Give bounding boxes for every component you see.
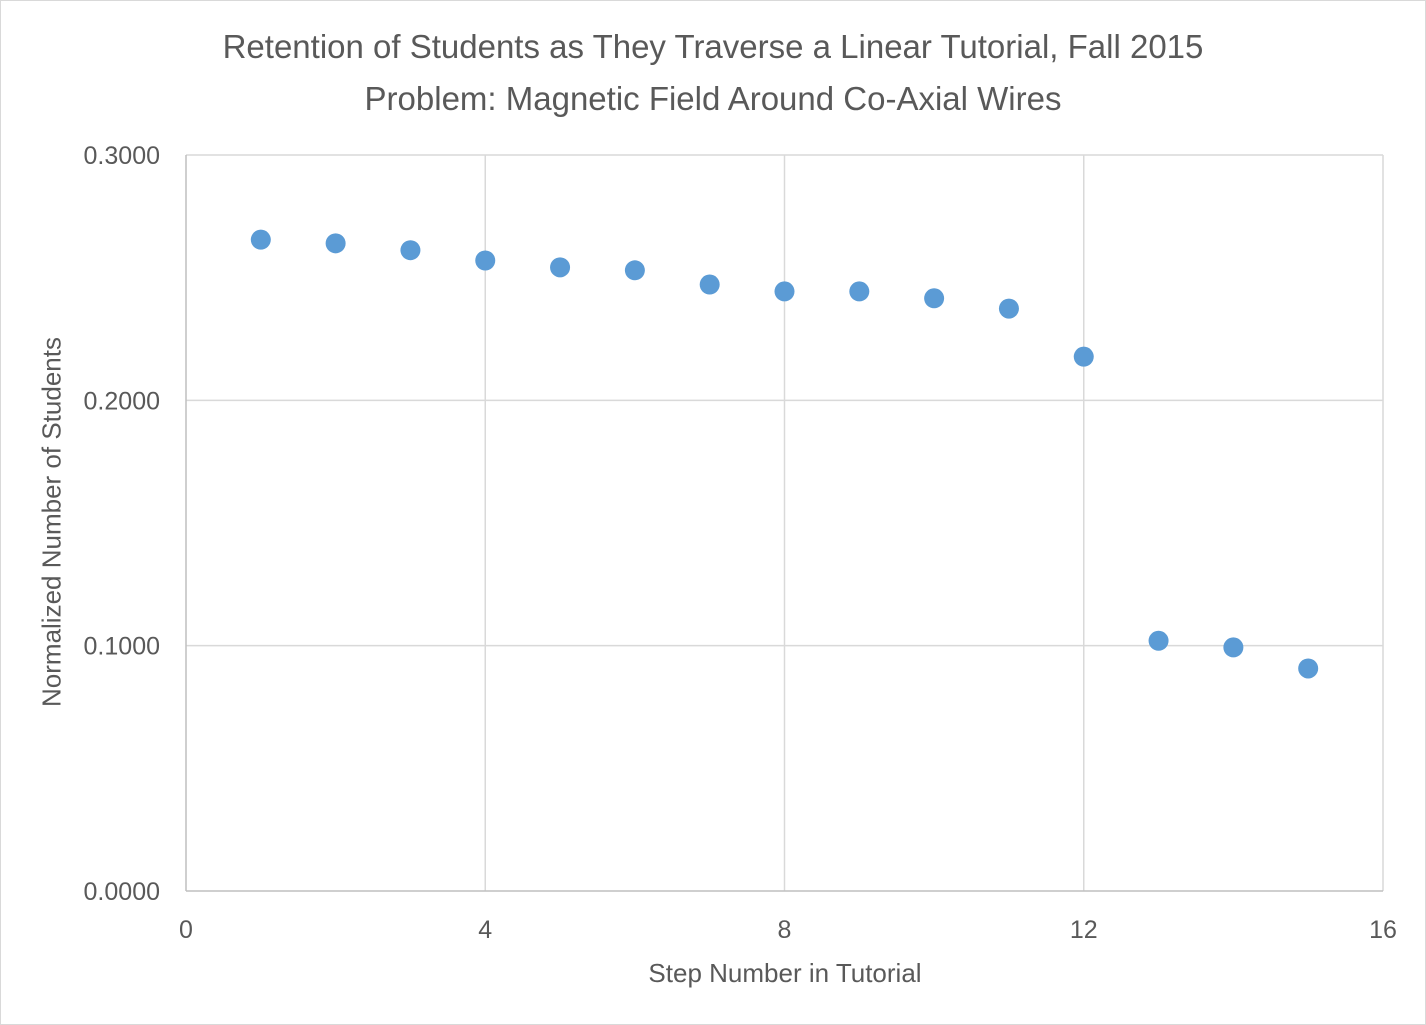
tick-labels: 0.0000 0.1000 0.2000 0.3000 0 4 8 12 16 bbox=[84, 142, 1397, 944]
x-tick-label: 8 bbox=[778, 916, 792, 944]
data-point bbox=[924, 288, 945, 309]
data-point bbox=[1298, 658, 1319, 679]
y-axis-label: Normalized Number of Students bbox=[36, 337, 67, 707]
chart-title-line-2: Problem: Magnetic Field Around Co-Axial … bbox=[364, 80, 1062, 117]
data-point bbox=[250, 229, 271, 250]
y-tick-label: 0.0000 bbox=[84, 878, 160, 906]
data-point bbox=[624, 260, 645, 281]
axes bbox=[185, 155, 1383, 892]
x-axis-label: Step Number in Tutorial bbox=[648, 958, 922, 988]
data-point bbox=[699, 274, 720, 295]
data-point bbox=[1148, 630, 1169, 651]
data-point bbox=[998, 298, 1019, 319]
x-tick-label: 12 bbox=[1070, 916, 1098, 944]
data-points bbox=[250, 229, 1319, 679]
grid-lines bbox=[186, 154, 1384, 891]
data-point bbox=[1223, 637, 1244, 658]
data-point bbox=[400, 240, 421, 261]
x-tick-label: 4 bbox=[478, 916, 492, 944]
y-tick-label: 0.3000 bbox=[84, 142, 160, 170]
x-tick-label: 16 bbox=[1369, 916, 1397, 944]
x-tick-label: 0 bbox=[179, 916, 193, 944]
y-tick-label: 0.1000 bbox=[84, 633, 160, 661]
data-point bbox=[774, 281, 795, 302]
data-point bbox=[849, 281, 870, 302]
data-point bbox=[1073, 346, 1094, 367]
y-tick-label: 0.2000 bbox=[84, 387, 160, 415]
data-point bbox=[325, 233, 346, 254]
chart-title-line-1: Retention of Students as They Traverse a… bbox=[222, 28, 1204, 65]
data-point bbox=[550, 257, 571, 278]
data-point bbox=[475, 250, 496, 271]
